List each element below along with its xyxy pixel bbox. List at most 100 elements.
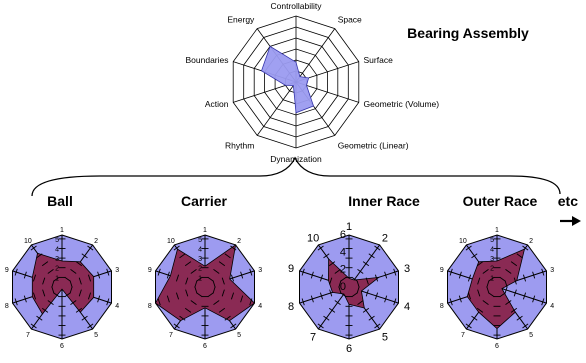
radar-tick-mark xyxy=(458,271,462,279)
radar-tick-mark xyxy=(449,268,453,276)
radar-tick-mark xyxy=(368,315,375,321)
radar-axis-number: 4 xyxy=(258,303,262,310)
radar-tick-mark xyxy=(97,295,101,303)
radar-tick-mark xyxy=(249,298,253,306)
radar-tick-mark xyxy=(87,245,94,251)
radar-tick-mark xyxy=(32,292,37,300)
radar-scale-label: 2 xyxy=(490,266,494,273)
radar-tick-mark xyxy=(328,307,336,313)
grouping-brace xyxy=(31,156,561,197)
radar-axis-number: 5 xyxy=(529,332,533,339)
radar-tick-mark xyxy=(482,269,489,274)
radar-tick-mark xyxy=(179,253,186,259)
radar-tick-mark xyxy=(522,323,529,329)
radar-axis-number: 6 xyxy=(203,343,207,350)
radar-tick-mark xyxy=(87,323,94,329)
top-radar-axis-label: Action xyxy=(205,99,229,109)
radar-tick-mark xyxy=(240,271,244,279)
radar-scale-label: 2 xyxy=(340,264,346,276)
radar-tick-mark xyxy=(467,292,472,300)
radar-scale-label: 1 xyxy=(198,275,202,282)
radar-tick-mark xyxy=(53,292,60,298)
radar-tick-mark xyxy=(516,253,523,259)
radar-tick-mark xyxy=(328,261,336,267)
top-radar-data-area xyxy=(261,45,315,114)
radar-tick-mark xyxy=(87,292,92,300)
radar-scale-label: 2 xyxy=(198,266,202,273)
radar-tick-mark xyxy=(218,307,226,313)
radar-tick-mark xyxy=(319,292,324,300)
radar-tick-mark xyxy=(224,253,231,259)
radar-axis-number: 7 xyxy=(26,332,30,339)
radar-tick-mark xyxy=(351,292,358,298)
radar-axis-number: 10 xyxy=(24,238,32,245)
radar-value-area xyxy=(466,248,526,330)
radar-tick-mark xyxy=(334,269,341,274)
radar-tick-mark xyxy=(488,276,495,282)
radar-value-area xyxy=(327,258,381,309)
radar-axis-number: 2 xyxy=(94,238,98,245)
radar-tick-mark xyxy=(221,289,225,297)
radar-carrier: Carrier 1 2 3 4 5 6 7 8 9 10 1 2 3 4 5 xyxy=(148,193,262,350)
radar-scale-label: 4 xyxy=(490,247,494,254)
radar-tick-mark xyxy=(374,245,381,251)
radar-scale-label: 0 xyxy=(340,281,346,293)
radar-tick-mark xyxy=(532,271,536,279)
radar-tick-mark xyxy=(374,292,379,300)
radar-tick-mark xyxy=(97,271,101,279)
radar-scale-label: 4 xyxy=(198,247,202,254)
radar-tick-mark xyxy=(36,315,43,321)
radar-tick-mark xyxy=(47,269,54,274)
radar-tick-mark xyxy=(51,280,55,288)
radar-tick-mark xyxy=(212,286,216,294)
radar-tick-mark xyxy=(319,274,324,282)
radar-axis-number: 2 xyxy=(382,233,388,245)
radar-tick-mark xyxy=(175,274,180,282)
radar-value-area xyxy=(31,252,95,315)
radar-tick-mark xyxy=(338,286,342,294)
radar-axis-number: 10 xyxy=(167,238,175,245)
top-radar-axis-label: Controllability xyxy=(270,1,322,11)
radar-axis-number: 4 xyxy=(115,303,119,310)
radar-tick-mark xyxy=(541,298,545,306)
radar-tick-mark xyxy=(70,269,77,274)
radar-tick-mark xyxy=(75,307,83,313)
radar-tick-mark xyxy=(196,276,203,282)
radar-title: Outer Race xyxy=(463,193,538,209)
top-radar-axis-label: Boundaries xyxy=(185,55,228,65)
radar-scale-label: 4 xyxy=(55,247,59,254)
radar-tick-mark xyxy=(75,261,83,267)
radar-tick-mark xyxy=(23,271,27,279)
radar-tick-mark xyxy=(30,245,37,251)
radar-tick-mark xyxy=(384,271,388,279)
radar-tick-mark xyxy=(362,307,370,313)
radar-tick-mark xyxy=(190,269,197,274)
radar-tick-mark xyxy=(184,261,192,267)
radar-tick-mark xyxy=(230,292,235,300)
radar-tick-mark xyxy=(476,261,484,267)
radar-axis-number: 9 xyxy=(288,263,294,275)
radar-tick-mark xyxy=(185,289,189,297)
radar-title: Ball xyxy=(47,193,73,209)
radar-tick-mark xyxy=(196,292,203,298)
radar-tick-mark xyxy=(476,307,484,313)
radar-tick-mark xyxy=(340,292,347,298)
radar-axis-number: 1 xyxy=(346,221,352,233)
radar-tick-mark xyxy=(384,295,388,303)
radar-tick-mark xyxy=(362,261,370,267)
radar-scale-label: 4 xyxy=(340,246,346,258)
radar-scale-label: 3 xyxy=(490,256,494,263)
radar-tick-mark xyxy=(179,315,186,321)
radar-tick-mark xyxy=(365,277,369,285)
radar-tick-mark xyxy=(166,271,170,279)
radar-inner-race: Inner Race 1 2 3 4 5 6 7 8 9 10 0 2 4 6 xyxy=(288,193,420,355)
radar-axis-number: 10 xyxy=(459,238,467,245)
radar-axis-number: 9 xyxy=(5,267,9,274)
radar-tick-mark xyxy=(36,253,43,259)
radar-tick-mark xyxy=(477,277,481,285)
radar-tick-mark xyxy=(221,277,225,285)
radar-axis-number: 6 xyxy=(495,343,499,350)
top-radar-axis-label: Geometric (Linear) xyxy=(338,140,409,150)
